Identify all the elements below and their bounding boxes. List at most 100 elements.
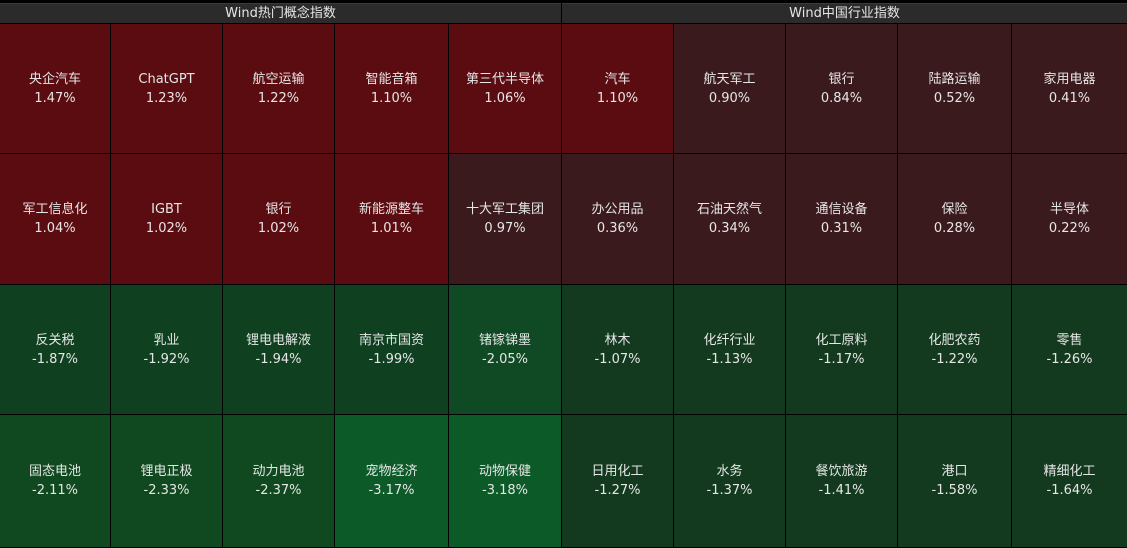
- tile-change: 0.84%: [820, 90, 863, 106]
- tile-name: 央企汽车: [28, 71, 81, 87]
- tile-name: 锗镓锑墨: [478, 332, 531, 348]
- tile-change: 1.47%: [34, 90, 76, 106]
- heatmap-tile[interactable]: 十大军工集团 0.97%: [449, 154, 561, 284]
- tile-change: -1.99%: [368, 351, 415, 367]
- heatmap-tile[interactable]: 固态电池 -2.11%: [0, 415, 110, 547]
- tile-name: 精细化工: [1043, 464, 1096, 479]
- heatmap-tile[interactable]: 办公用品 0.36%: [562, 154, 673, 284]
- tile-change: 1.01%: [370, 221, 413, 236]
- tile-name: 南京市国资: [358, 332, 424, 348]
- heatmap-tile[interactable]: 锗镓锑墨 -2.05%: [449, 285, 561, 414]
- heatmap-tile[interactable]: 石油天然气 0.34%: [674, 154, 785, 284]
- heatmap-tile[interactable]: 智能音箱 1.10%: [335, 24, 448, 153]
- tile-name: 军工信息化: [22, 202, 88, 217]
- heatmap-tile[interactable]: 新能源整车 1.01%: [335, 154, 448, 284]
- tile-name: 林木: [604, 332, 631, 348]
- tile-change: 0.22%: [1048, 221, 1091, 236]
- heatmap-tile[interactable]: 日用化工 -1.27%: [562, 415, 673, 547]
- tile-change: 0.36%: [596, 221, 639, 236]
- tile-change: -1.37%: [706, 483, 753, 498]
- tile-change: -1.17%: [818, 351, 865, 367]
- heatmap-tile[interactable]: 银行 1.02%: [223, 154, 334, 284]
- heatmap-tile[interactable]: 汽车 1.10%: [562, 24, 673, 153]
- tile-name: 智能音箱: [365, 71, 418, 87]
- heatmap-tile[interactable]: 动物保健 -3.18%: [449, 415, 561, 547]
- tile-change: -1.94%: [255, 351, 302, 367]
- tile-change: 0.34%: [708, 221, 751, 236]
- tile-change: -1.07%: [594, 351, 641, 367]
- heatmap-tile[interactable]: 动力电池 -2.37%: [223, 415, 334, 547]
- heatmap-tile[interactable]: 餐饮旅游 -1.41%: [786, 415, 897, 547]
- heatmap-tile[interactable]: 保险 0.28%: [898, 154, 1011, 284]
- heatmap-tile[interactable]: 航空运输 1.22%: [223, 24, 334, 153]
- tile-name: 日用化工: [591, 464, 644, 479]
- tile-change: 1.02%: [257, 221, 300, 236]
- heatmap-tile[interactable]: 军工信息化 1.04%: [0, 154, 110, 284]
- tile-change: 0.90%: [708, 90, 751, 106]
- tile-name: IGBT: [151, 202, 182, 217]
- tile-name: 动物保健: [478, 464, 531, 479]
- heatmap-tile[interactable]: 化肥农药 -1.22%: [898, 285, 1011, 414]
- tile-name: 石油天然气: [696, 202, 762, 217]
- tile-change: -2.11%: [32, 483, 78, 498]
- heatmap-tile[interactable]: ChatGPT 1.23%: [111, 24, 222, 153]
- heatmap-tile[interactable]: 化工原料 -1.17%: [786, 285, 897, 414]
- heatmap-tile[interactable]: 宠物经济 -3.17%: [335, 415, 448, 547]
- tile-change: -1.22%: [931, 351, 978, 367]
- tile-change: -3.17%: [368, 483, 415, 498]
- heatmap-tile[interactable]: 央企汽车 1.47%: [0, 24, 110, 153]
- heatmap-tile[interactable]: 航天军工 0.90%: [674, 24, 785, 153]
- heatmap-tile[interactable]: 港口 -1.58%: [898, 415, 1011, 547]
- tile-name: 餐饮旅游: [815, 464, 868, 479]
- tile-name: 十大军工集团: [465, 202, 544, 217]
- tile-name: 保险: [941, 202, 968, 217]
- tile-name: 家用电器: [1043, 71, 1096, 87]
- heatmap-tile[interactable]: 第三代半导体 1.06%: [449, 24, 561, 153]
- tile-change: -2.37%: [255, 483, 302, 498]
- tile-change: 1.10%: [370, 90, 413, 106]
- tile-change: 1.02%: [145, 221, 188, 236]
- heatmap-tile[interactable]: IGBT 1.02%: [111, 154, 222, 284]
- tile-change: -1.58%: [931, 483, 978, 498]
- heatmap-tile[interactable]: 反关税 -1.87%: [0, 285, 110, 414]
- heatmap-tile[interactable]: 林木 -1.07%: [562, 285, 673, 414]
- tile-name: 半导体: [1049, 202, 1089, 217]
- tile-change: 0.28%: [933, 221, 976, 236]
- tile-name: 锂电正极: [140, 464, 193, 479]
- heatmap-tile[interactable]: 乳业 -1.92%: [111, 285, 222, 414]
- tile-name: 第三代半导体: [465, 71, 544, 87]
- tile-change: -1.87%: [32, 351, 78, 367]
- tile-name: 化工原料: [815, 332, 868, 348]
- tile-name: 航空运输: [252, 71, 305, 87]
- tile-change: -1.27%: [594, 483, 641, 498]
- tile-change: -1.41%: [818, 483, 865, 498]
- tile-change: -1.92%: [143, 351, 190, 367]
- heatmap-tile[interactable]: 半导体 0.22%: [1012, 154, 1127, 284]
- heatmap-tile[interactable]: 零售 -1.26%: [1012, 285, 1127, 414]
- industry-index-panel: Wind中国行业指数 汽车 1.10% 航天军工 0.90% 银行 0.84% 陆路运输 0.…: [562, 0, 1127, 548]
- heatmap-tile[interactable]: 水务 -1.37%: [674, 415, 785, 547]
- heatmap-tile[interactable]: 通信设备 0.31%: [786, 154, 897, 284]
- heatmap-tile[interactable]: 化纤行业 -1.13%: [674, 285, 785, 414]
- heatmap-tile[interactable]: 锂电正极 -2.33%: [111, 415, 222, 547]
- tile-name: 化纤行业: [703, 332, 756, 348]
- heatmap-tile[interactable]: 精细化工 -1.64%: [1012, 415, 1127, 547]
- tile-name: 锂电电解液: [245, 332, 311, 348]
- tile-name: 汽车: [604, 71, 631, 87]
- tile-change: -3.18%: [482, 483, 528, 498]
- tile-name: 固态电池: [28, 464, 81, 479]
- tile-name: 乳业: [153, 332, 180, 348]
- heatmap-tile[interactable]: 南京市国资 -1.99%: [335, 285, 448, 414]
- tile-name: 航天军工: [703, 71, 756, 87]
- heatmap-tile[interactable]: 陆路运输 0.52%: [898, 24, 1011, 153]
- tile-change: 0.41%: [1048, 90, 1091, 106]
- tile-name: 新能源整车: [358, 202, 424, 217]
- heatmap-tile[interactable]: 家用电器 0.41%: [1012, 24, 1127, 153]
- concept-index-panel: Wind热门概念指数 央企汽车 1.47% ChatGPT 1.23% 航空运输 1.22…: [0, 0, 561, 548]
- tile-name: 宠物经济: [365, 464, 418, 479]
- heatmap-tile[interactable]: 银行 0.84%: [786, 24, 897, 153]
- tile-name: 水务: [716, 464, 743, 479]
- heatmap-tile[interactable]: 锂电电解液 -1.94%: [223, 285, 334, 414]
- tile-name: 通信设备: [815, 202, 868, 217]
